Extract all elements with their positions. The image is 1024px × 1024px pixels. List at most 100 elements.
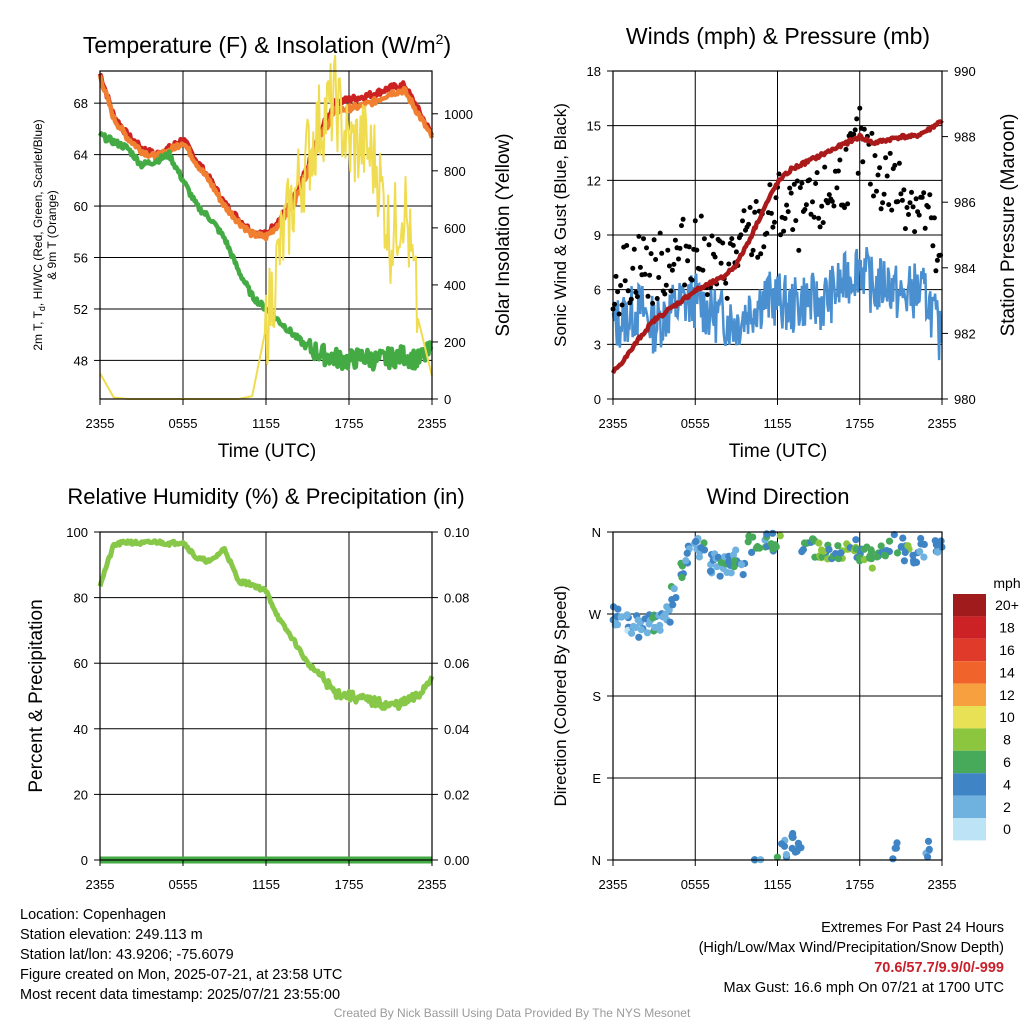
x-tick-label: 0555 [169, 877, 198, 892]
gust-point [819, 203, 825, 209]
gust-point [933, 268, 939, 274]
gust-point [628, 296, 634, 302]
direction-point [789, 833, 797, 841]
gust-point [880, 200, 886, 206]
y-tick-label: 9 [594, 228, 601, 243]
gust-point [829, 198, 835, 204]
gust-point [726, 261, 732, 267]
direction-point [730, 557, 739, 565]
gust-point [624, 243, 630, 248]
gust-point [852, 127, 858, 133]
gust-point [718, 260, 724, 266]
figure-created: Figure created on Mon, 2025-07-21, at 23… [20, 967, 343, 983]
gust-point [895, 199, 901, 205]
station-elevation: Station elevation: 249.113 m [20, 927, 203, 943]
legend-swatch [953, 818, 986, 841]
gust-point [747, 205, 753, 210]
direction-point [669, 601, 677, 609]
direction-point [749, 533, 757, 541]
gust-point [630, 265, 636, 271]
direction-point [920, 540, 928, 549]
y-tick-label: 60 [74, 199, 88, 214]
gust-point [889, 207, 895, 213]
gust-point [842, 205, 847, 211]
legend-swatch [953, 795, 986, 818]
gust-point [913, 196, 919, 202]
y-tick-label: 80 [74, 591, 88, 606]
direction-point [744, 538, 752, 546]
legend-label: 10 [999, 709, 1015, 725]
gust-point [886, 202, 892, 208]
x-tick-label: 0555 [681, 416, 710, 431]
legend-swatch [953, 728, 986, 751]
gust-point [665, 247, 671, 253]
gust-point [642, 271, 648, 277]
station-location: Location: Copenhagen [20, 907, 166, 923]
temperature-left-ticks: 48 52 56 60 64 68 [74, 96, 100, 368]
y2-tick-label: 988 [954, 130, 976, 145]
gust-point [749, 252, 755, 258]
gust-point [825, 200, 831, 206]
gust-point [901, 187, 907, 193]
direction-point [937, 537, 945, 545]
gust-point [672, 237, 678, 243]
direction-point [732, 546, 740, 554]
legend-label: 4 [1003, 776, 1011, 792]
gust-point [770, 224, 776, 230]
direction-point [666, 618, 674, 626]
gust-point [799, 180, 805, 186]
gust-point [930, 243, 936, 249]
gust-point [619, 302, 625, 308]
gust-point [682, 282, 688, 288]
gust-point [822, 164, 828, 170]
y-tick-label: 60 [74, 656, 88, 671]
direction-point [678, 573, 686, 582]
direction-point [893, 549, 902, 557]
direction-point [706, 567, 715, 575]
humidity-right-ticks: 0.00 0.02 0.04 0.06 0.08 0.10 [432, 525, 469, 868]
humidity-left-axis-label: Percent & Precipitation [26, 599, 47, 792]
legend-label: 12 [999, 687, 1015, 703]
direction-point [835, 555, 843, 563]
gust-point [704, 292, 710, 298]
gust-point [666, 263, 672, 269]
pressure-line [610, 118, 944, 374]
direction-point [916, 548, 924, 556]
extremes-values: 70.6/57.7/9.9/0/-999 [874, 960, 1004, 976]
y-tick-label: 0 [81, 853, 88, 868]
gust-point [837, 157, 843, 163]
x-tick-label: 0555 [169, 416, 198, 431]
gust-point [651, 237, 657, 243]
y-tick-label: 68 [74, 96, 88, 111]
gust-point [648, 251, 654, 257]
direction-point [852, 545, 860, 553]
gust-point [772, 219, 777, 225]
direction-point [697, 544, 705, 552]
gust-point [791, 181, 797, 187]
winds-right-axis-label: Station Pressure (Maroon) [998, 114, 1019, 337]
gust-point [906, 212, 911, 217]
y2-tick-label: 0 [444, 392, 451, 407]
gust-point [694, 247, 700, 253]
direction-point [834, 542, 842, 550]
temperature-left-axis-label: 2m T, Td, HI/WC (Red, Green, Scarlet/Blu… [31, 119, 47, 350]
direction-point [880, 551, 889, 559]
gust-point [902, 226, 908, 232]
gust-point [785, 209, 791, 215]
x-tick-label: 2355 [599, 877, 628, 892]
y2-tick-label: 0.02 [444, 787, 469, 802]
gust-point [803, 202, 809, 208]
y2-tick-label: 600 [444, 221, 466, 236]
gust-point [814, 170, 820, 176]
direction-point [737, 561, 746, 569]
direction-point [713, 563, 721, 571]
direction-point [873, 553, 881, 561]
gust-point [899, 197, 905, 203]
gust-point [881, 191, 887, 197]
winds-x-ticks: 2355 0555 1155 1755 2355 [599, 399, 956, 431]
y-tick-label: 0 [594, 392, 601, 407]
gust-point [653, 257, 659, 262]
gust-point [622, 278, 628, 284]
gust-point [778, 232, 783, 238]
